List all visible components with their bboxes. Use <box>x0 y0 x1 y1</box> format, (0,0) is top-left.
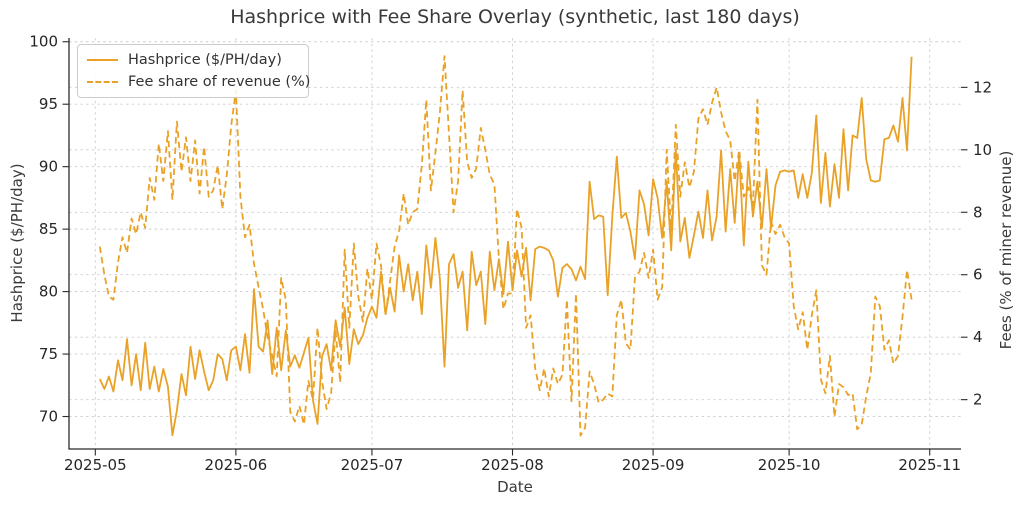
x-axis-label: Date <box>497 478 533 496</box>
svg-text:10: 10 <box>973 141 992 159</box>
svg-text:100: 100 <box>29 33 58 51</box>
svg-text:2025-06: 2025-06 <box>205 456 268 474</box>
svg-text:2025-09: 2025-09 <box>622 456 685 474</box>
dashed-line-swatch-icon <box>87 81 118 83</box>
svg-text:2025-10: 2025-10 <box>758 456 821 474</box>
axes-spines <box>68 38 961 450</box>
legend-label-fee-share: Fee share of revenue (%) <box>128 74 311 90</box>
svg-text:85: 85 <box>39 220 58 238</box>
legend-item-hashprice: Hashprice ($/PH/day) <box>87 52 298 68</box>
svg-text:70: 70 <box>39 408 58 426</box>
legend-item-fee-share: Fee share of revenue (%) <box>87 74 310 90</box>
svg-text:2025-05: 2025-05 <box>64 456 127 474</box>
series-lines <box>98 55 913 437</box>
svg-text:12: 12 <box>973 78 992 96</box>
svg-text:4: 4 <box>973 328 983 346</box>
y-axis-label-right: Fees (% of miner revenue) <box>997 150 1015 350</box>
series-fee-share <box>98 55 913 437</box>
svg-text:2025-08: 2025-08 <box>481 456 544 474</box>
svg-text:8: 8 <box>973 203 983 221</box>
svg-text:75: 75 <box>39 345 58 363</box>
y-axis-label-left: Hashprice ($/PH/day) <box>8 163 26 323</box>
series-hashprice <box>98 56 913 437</box>
svg-text:90: 90 <box>39 158 58 176</box>
svg-text:6: 6 <box>973 266 983 284</box>
svg-text:2: 2 <box>973 391 983 409</box>
chart-title: Hashprice with Fee Share Overlay (synthe… <box>230 6 800 28</box>
tick-labels: 70 75 80 85 90 95 100 2 4 6 8 10 12 2025-05 2025-06 202… <box>29 33 992 474</box>
legend-label-hashprice: Hashprice ($/PH/day) <box>128 52 282 68</box>
svg-text:95: 95 <box>39 95 58 113</box>
legend: Hashprice ($/PH/day) Fee share of revenu… <box>77 44 310 98</box>
svg-text:2025-07: 2025-07 <box>341 456 404 474</box>
svg-text:2025-11: 2025-11 <box>898 456 961 474</box>
svg-text:80: 80 <box>39 283 58 301</box>
tick-marks <box>62 41 968 456</box>
solid-line-swatch-icon <box>87 59 118 61</box>
